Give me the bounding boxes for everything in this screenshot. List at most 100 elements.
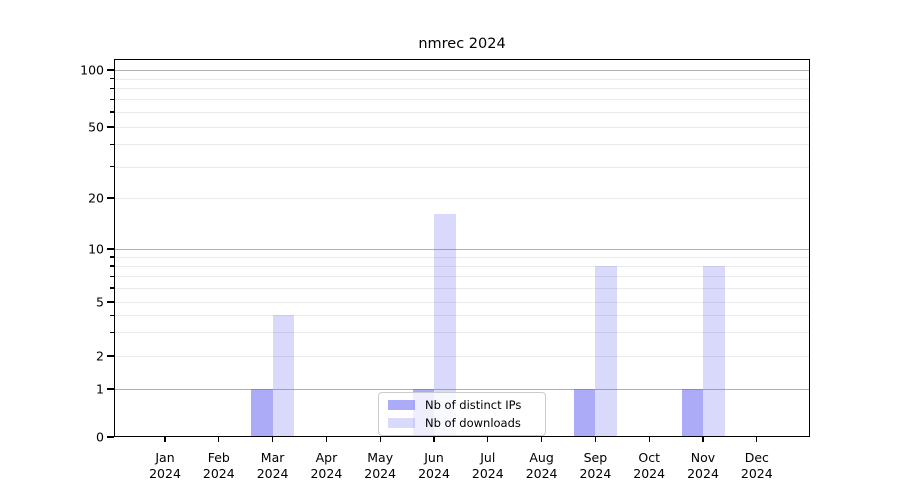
x-tick-dec bbox=[756, 437, 758, 442]
y-minor-tick-4 bbox=[110, 314, 114, 316]
y-tick-label-0: 0 bbox=[96, 429, 104, 445]
x-label-year: 2024 bbox=[471, 465, 504, 481]
gridline-7 bbox=[114, 276, 810, 278]
x-tick-feb bbox=[218, 437, 220, 442]
x-label-month: Jun bbox=[424, 450, 444, 465]
legend-label-downloads: Nb of downloads bbox=[425, 416, 521, 431]
y-minor-tick-90 bbox=[110, 78, 114, 80]
y-minor-tick-8 bbox=[110, 265, 114, 267]
gridline-40 bbox=[114, 144, 810, 146]
x-label-month: Oct bbox=[638, 450, 660, 465]
gridline-10 bbox=[114, 249, 810, 250]
gridline-9 bbox=[114, 257, 810, 259]
gridline-50 bbox=[114, 127, 810, 128]
x-tick-jun bbox=[433, 437, 435, 442]
x-tick-oct bbox=[648, 437, 650, 442]
y-tick-0 bbox=[107, 436, 114, 438]
x-tick-label-feb: Feb 2024 bbox=[187, 450, 251, 481]
x-label-year: 2024 bbox=[579, 465, 612, 481]
x-label-month: Mar bbox=[260, 450, 285, 465]
x-label-year: 2024 bbox=[364, 465, 397, 481]
x-tick-label-mar: Mar 2024 bbox=[241, 450, 305, 481]
y-minor-tick-80 bbox=[110, 87, 114, 89]
x-tick-mar bbox=[272, 437, 274, 442]
x-label-year: 2024 bbox=[202, 465, 235, 481]
x-label-month: Apr bbox=[315, 450, 338, 465]
legend-label-distinct-ips: Nb of distinct IPs bbox=[425, 397, 522, 412]
gridline-1 bbox=[114, 389, 810, 390]
y-minor-tick-9 bbox=[110, 256, 114, 258]
gridline-70 bbox=[114, 99, 810, 101]
bar-ips-mar bbox=[251, 389, 273, 437]
chart-title: nmrec 2024 bbox=[418, 36, 506, 52]
x-tick-aug bbox=[541, 437, 543, 442]
x-tick-label-sep: Sep 2024 bbox=[563, 450, 627, 481]
x-label-year: 2024 bbox=[149, 465, 181, 481]
y-minor-tick-6 bbox=[110, 287, 114, 289]
x-tick-label-dec: Dec 2024 bbox=[725, 450, 789, 481]
plot-area bbox=[114, 59, 810, 437]
gridline-8 bbox=[114, 266, 810, 268]
x-label-year: 2024 bbox=[740, 465, 773, 481]
x-tick-jul bbox=[487, 437, 489, 442]
y-tick-1 bbox=[107, 388, 114, 390]
y-tick-10 bbox=[107, 248, 114, 250]
legend-item-distinct-ips: Nb of distinct IPs bbox=[379, 398, 545, 412]
x-tick-label-apr: Apr 2024 bbox=[294, 450, 358, 481]
legend: Nb of distinct IPs Nb of downloads bbox=[378, 392, 546, 436]
gridline-6 bbox=[114, 288, 810, 290]
bar-downloads-mar bbox=[272, 315, 295, 437]
x-label-month: Sep bbox=[583, 450, 608, 465]
x-label-year: 2024 bbox=[418, 465, 450, 481]
x-label-year: 2024 bbox=[633, 465, 666, 481]
y-minor-tick-60 bbox=[110, 111, 114, 113]
y-tick-20 bbox=[107, 197, 114, 199]
x-tick-sep bbox=[594, 437, 596, 442]
x-tick-nov bbox=[702, 437, 704, 442]
x-label-year: 2024 bbox=[310, 465, 343, 481]
y-tick-5 bbox=[107, 301, 114, 303]
y-tick-label-20: 20 bbox=[88, 190, 104, 206]
y-tick-50 bbox=[107, 126, 114, 128]
gridline-30 bbox=[114, 166, 810, 168]
legend-item-downloads: Nb of downloads bbox=[379, 416, 545, 430]
y-tick-label-100: 100 bbox=[80, 62, 104, 78]
x-label-month: May bbox=[367, 450, 394, 465]
x-label-month: Feb bbox=[207, 450, 230, 465]
gridline-20 bbox=[114, 198, 810, 199]
y-tick-label-2: 2 bbox=[96, 348, 104, 364]
x-tick-apr bbox=[325, 437, 327, 442]
y-tick-label-10: 10 bbox=[88, 241, 104, 257]
x-tick-jan bbox=[164, 437, 166, 442]
x-label-month: Jul bbox=[480, 450, 496, 465]
x-tick-label-aug: Aug 2024 bbox=[510, 450, 574, 481]
legend-swatch-downloads bbox=[388, 418, 415, 429]
bar-downloads-jun bbox=[434, 214, 456, 437]
x-label-year: 2024 bbox=[256, 465, 289, 481]
y-tick-label-1: 1 bbox=[96, 381, 104, 397]
gridline-100 bbox=[114, 70, 810, 71]
gridline-2 bbox=[114, 356, 810, 357]
bar-downloads-sep bbox=[595, 266, 617, 437]
gridline-3 bbox=[114, 332, 810, 334]
y-minor-tick-70 bbox=[110, 98, 114, 100]
x-tick-label-oct: Oct 2024 bbox=[617, 450, 681, 481]
y-minor-tick-3 bbox=[110, 331, 114, 333]
bar-downloads-nov bbox=[703, 266, 725, 437]
x-label-month: Aug bbox=[529, 450, 554, 465]
bar-ips-sep bbox=[573, 389, 596, 437]
y-minor-tick-7 bbox=[110, 275, 114, 277]
y-tick-2 bbox=[107, 355, 114, 357]
x-label-year: 2024 bbox=[687, 465, 719, 481]
y-minor-tick-40 bbox=[110, 143, 114, 145]
x-label-year: 2024 bbox=[525, 465, 558, 481]
y-tick-label-50: 50 bbox=[88, 119, 104, 135]
gridline-90 bbox=[114, 78, 810, 80]
legend-swatch-distinct-ips bbox=[388, 399, 415, 410]
x-label-month: Dec bbox=[744, 450, 769, 465]
bar-ips-nov bbox=[681, 389, 703, 437]
gridline-5 bbox=[114, 302, 810, 303]
gridline-4 bbox=[114, 315, 810, 317]
gridline-60 bbox=[114, 112, 810, 113]
